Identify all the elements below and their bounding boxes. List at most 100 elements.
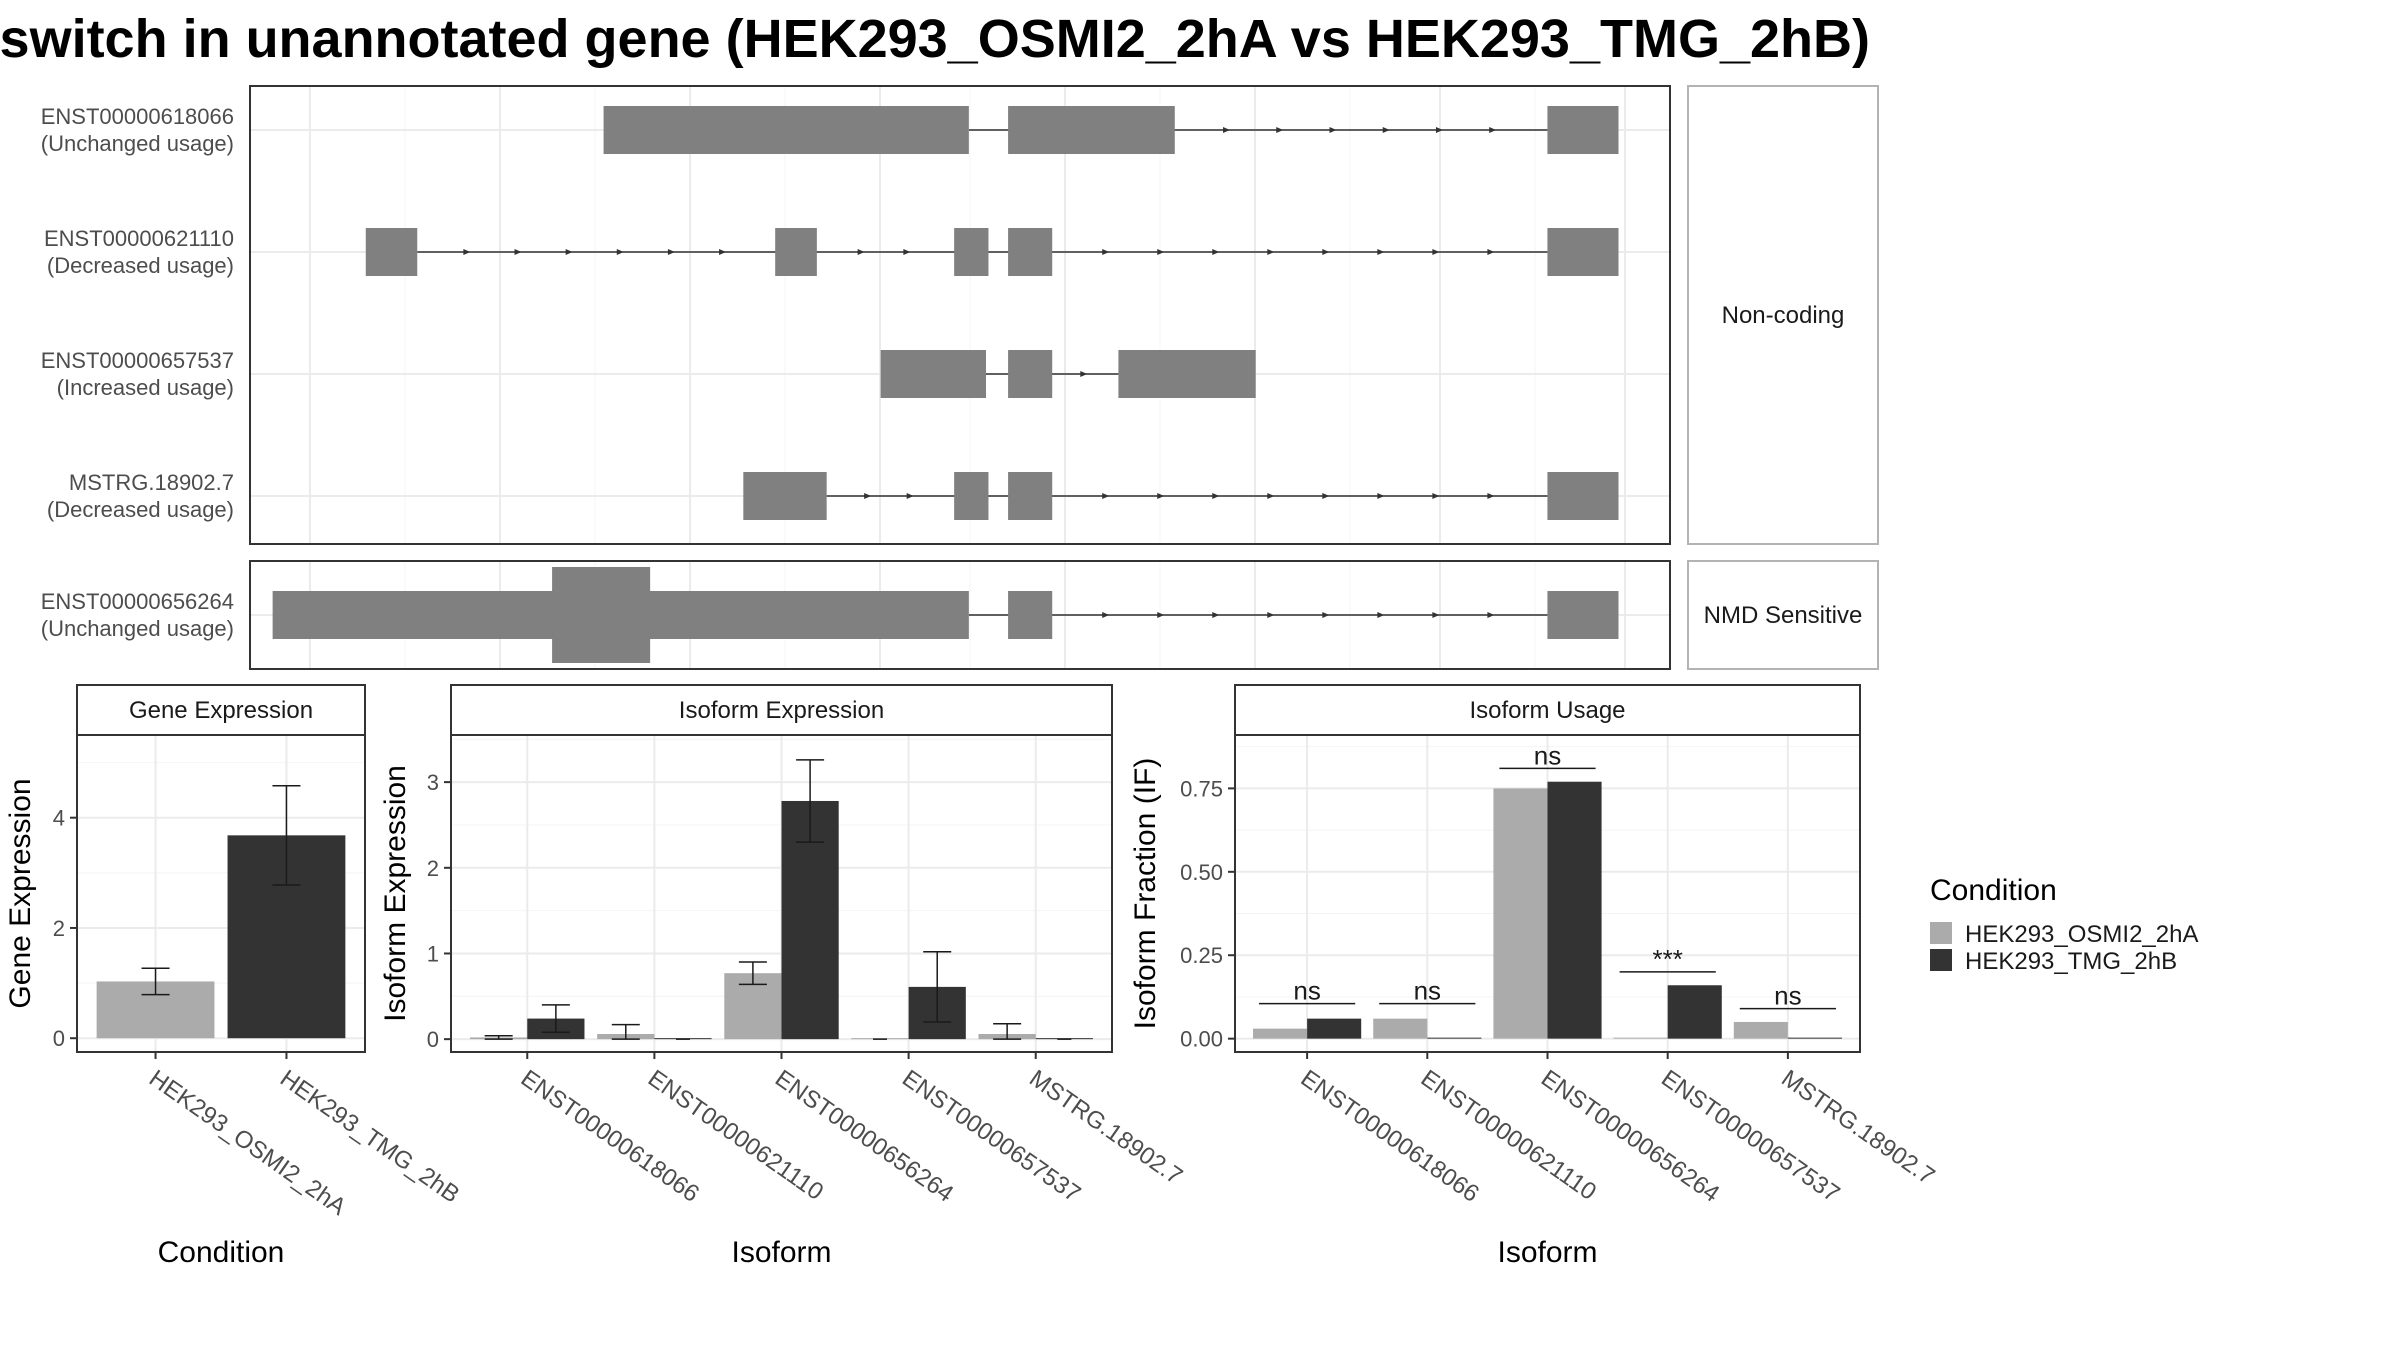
intron-arrow <box>1322 612 1330 618</box>
y-axis-title: Isoform Fraction (IF) <box>1129 758 1162 1030</box>
intron-arrow <box>1080 371 1088 377</box>
transcript-status-label: (Unchanged usage) <box>41 131 234 156</box>
intron-arrow <box>1212 612 1220 618</box>
exon <box>603 106 969 154</box>
intron-arrow <box>1322 249 1330 255</box>
figure-title: Isoform switch in unannotated gene (HEK2… <box>0 8 1870 78</box>
y-tick-label: 0.25 <box>1180 943 1223 968</box>
strip-label: NMD Sensitive <box>1704 602 1863 629</box>
intron-arrow <box>1102 249 1110 255</box>
transcript-id-label: MSTRG.18902.7 <box>69 470 234 495</box>
intron-arrow <box>1432 493 1440 499</box>
intron-arrow <box>1267 493 1275 499</box>
exon <box>365 228 418 276</box>
exon-cds <box>552 567 651 663</box>
exon <box>1547 591 1619 639</box>
panel-title: Isoform Usage <box>1469 697 1625 724</box>
bar <box>1307 1018 1362 1039</box>
panel-title: Gene Expression <box>129 697 313 724</box>
strip-box <box>1687 85 1879 545</box>
bar <box>1373 1018 1428 1039</box>
transcript-id-label: ENST00000656264 <box>41 589 234 614</box>
structure-panel-border <box>249 560 1671 670</box>
exon <box>954 228 989 276</box>
bar <box>1613 1037 1668 1039</box>
strip-label: Non-coding <box>1722 302 1845 329</box>
x-axis-title: Condition <box>158 1236 285 1269</box>
significance-label: ns <box>1414 976 1441 1006</box>
significance-label: ns <box>1293 976 1320 1006</box>
bar <box>1733 1021 1788 1039</box>
transcript-status-label: (Decreased usage) <box>47 253 234 278</box>
bar <box>1547 781 1602 1039</box>
significance-label: ns <box>1774 981 1801 1011</box>
exon <box>880 350 987 398</box>
intron-arrow <box>864 493 872 499</box>
legend-swatch <box>1930 949 1952 971</box>
significance-label: ns <box>1534 740 1561 770</box>
transcript-status-label: (Unchanged usage) <box>41 616 234 641</box>
exon <box>1547 472 1619 520</box>
panel-strip <box>450 684 1113 736</box>
y-tick-label: 0.50 <box>1180 860 1223 885</box>
x-axis-title: Isoform <box>731 1236 831 1269</box>
intron-arrow <box>1377 612 1385 618</box>
intron-arrow <box>1102 612 1110 618</box>
bar <box>1667 985 1722 1039</box>
intron-arrow <box>1329 127 1337 133</box>
intron-arrow <box>565 249 573 255</box>
transcript-id-label: ENST00000618066 <box>41 104 234 129</box>
intron-arrow <box>1212 493 1220 499</box>
y-tick-label: 3 <box>427 770 439 795</box>
intron-arrow <box>463 249 471 255</box>
exon <box>1008 591 1053 639</box>
intron-arrow <box>1377 249 1385 255</box>
significance-label: *** <box>1653 944 1683 974</box>
y-tick-label: 0 <box>427 1027 439 1052</box>
intron-arrow <box>1432 249 1440 255</box>
y-axis-title: Isoform Expression <box>379 765 412 1022</box>
exon <box>1547 106 1619 154</box>
legend-title: Condition <box>1930 874 2057 907</box>
intron-arrow <box>1267 249 1275 255</box>
panel-border <box>76 734 366 1053</box>
intron-arrow <box>906 493 914 499</box>
legend-label: HEK293_TMG_2hB <box>1965 948 2177 975</box>
bar <box>1787 1037 1842 1039</box>
intron-arrow <box>1377 493 1385 499</box>
intron-arrow <box>1223 127 1231 133</box>
y-axis-title: Gene Expression <box>4 778 37 1008</box>
y-tick-label: 0.75 <box>1180 776 1223 801</box>
exon <box>1547 228 1619 276</box>
y-tick-label: 0 <box>53 1026 65 1051</box>
intron-arrow <box>1267 612 1275 618</box>
transcript-id-label: ENST00000621110 <box>44 226 234 251</box>
exon <box>1008 228 1053 276</box>
intron-arrow <box>719 249 727 255</box>
transcript-status-label: (Decreased usage) <box>47 497 234 522</box>
intron-arrow <box>1432 612 1440 618</box>
intron-arrow <box>616 249 624 255</box>
intron-arrow <box>514 249 522 255</box>
exon <box>1008 472 1053 520</box>
exon <box>1008 350 1053 398</box>
figure-title-text: Isoform switch in unannotated gene (HEK2… <box>0 9 1870 69</box>
y-tick-label: 2 <box>427 856 439 881</box>
y-tick-label: 2 <box>53 916 65 941</box>
intron-arrow <box>1102 493 1110 499</box>
intron-arrow <box>1157 493 1165 499</box>
y-tick-label: 1 <box>427 941 439 966</box>
bar <box>1427 1037 1482 1039</box>
intron-arrow <box>1382 127 1390 133</box>
transcript-id-label: ENST00000657537 <box>41 348 234 373</box>
y-tick-label: 0.00 <box>1180 1027 1223 1052</box>
intron-arrow <box>1435 127 1443 133</box>
y-tick-label: 4 <box>53 806 65 831</box>
bar <box>1493 788 1548 1039</box>
bar <box>1253 1028 1308 1039</box>
legend-label: HEK293_OSMI2_2hA <box>1965 921 2198 948</box>
intron-arrow <box>1212 249 1220 255</box>
legend-swatch <box>1930 922 1952 944</box>
structure-panel-0 <box>250 86 1670 544</box>
